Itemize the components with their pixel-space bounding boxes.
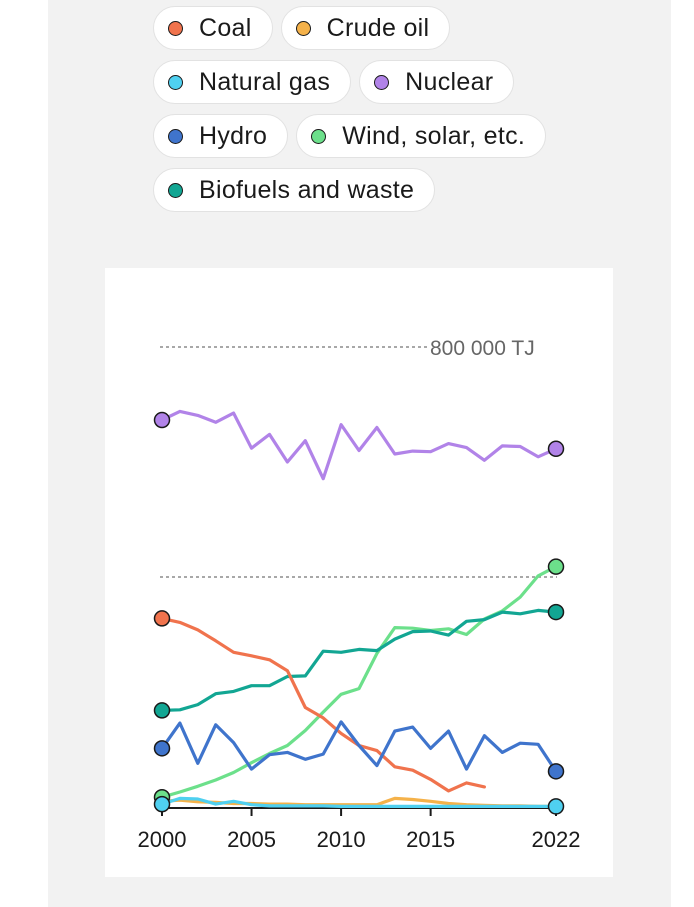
x-tick-label: 2022 xyxy=(532,827,581,852)
marker-natural-gas xyxy=(153,795,171,813)
legend-row: Natural gas Nuclear xyxy=(153,60,693,104)
x-tick-label: 2010 xyxy=(317,827,366,852)
legend-item-coal[interactable]: Coal xyxy=(153,6,273,50)
x-tick-label: 2015 xyxy=(406,827,455,852)
marker-biofuels-and-waste xyxy=(153,702,171,719)
legend-label: Coal xyxy=(199,13,252,42)
natural-gas-dot-icon xyxy=(168,74,183,90)
wind-solar-dot-icon xyxy=(311,128,327,144)
marker-coal xyxy=(153,610,171,627)
legend-item-wind-solar[interactable]: Wind, solar, etc. xyxy=(296,114,547,158)
nuclear-dot-icon xyxy=(374,74,390,90)
crude-oil-dot-icon xyxy=(295,20,311,36)
series-line-wind-solar-etc xyxy=(160,565,558,799)
line-chart: 800 000 TJ 2000 2005 2010 2015 2022 xyxy=(138,337,581,852)
legend-row: Hydro Wind, solar, etc. xyxy=(153,114,693,158)
series-line-biofuels-and-waste xyxy=(160,608,558,712)
legend-label: Biofuels and waste xyxy=(199,175,415,204)
marker-hydro xyxy=(153,740,171,757)
marker-wind-solar-etc xyxy=(547,558,565,575)
biofuels-dot-icon xyxy=(168,182,183,198)
series-line-coal xyxy=(160,616,486,793)
legend-item-natural-gas[interactable]: Natural gas xyxy=(153,60,352,104)
series-line-hydro xyxy=(160,720,558,773)
legend-item-hydro[interactable]: Hydro xyxy=(153,114,289,158)
legend-label: Natural gas xyxy=(199,67,331,96)
series-line-natural-gas xyxy=(160,796,558,809)
legend: Coal Crude oil Natural gas Nuclear Hydro xyxy=(153,6,693,222)
hydro-dot-icon xyxy=(168,128,183,144)
legend-row: Biofuels and waste xyxy=(153,168,693,212)
coal-dot-icon xyxy=(168,20,183,36)
marker-natural-gas xyxy=(547,798,565,815)
legend-item-crude-oil[interactable]: Crude oil xyxy=(280,6,451,50)
legend-row: Coal Crude oil xyxy=(153,6,693,50)
marker-hydro xyxy=(547,763,565,780)
legend-item-biofuels[interactable]: Biofuels and waste xyxy=(153,168,436,212)
legend-label: Hydro xyxy=(199,121,268,150)
x-tick-label: 2000 xyxy=(138,827,187,852)
legend-item-nuclear[interactable]: Nuclear xyxy=(359,60,515,104)
legend-label: Crude oil xyxy=(326,13,430,42)
series-line-nuclear xyxy=(160,409,558,481)
marker-nuclear xyxy=(547,440,565,458)
legend-label: Nuclear xyxy=(405,67,494,96)
marker-biofuels-and-waste xyxy=(547,603,565,621)
chart-card: 800 000 TJ 2000 2005 2010 2015 2022 xyxy=(105,268,613,877)
marker-nuclear xyxy=(153,411,171,429)
legend-label: Wind, solar, etc. xyxy=(342,121,526,150)
x-tick-label: 2005 xyxy=(227,827,276,852)
reference-line-label: 800 000 TJ xyxy=(430,337,535,360)
